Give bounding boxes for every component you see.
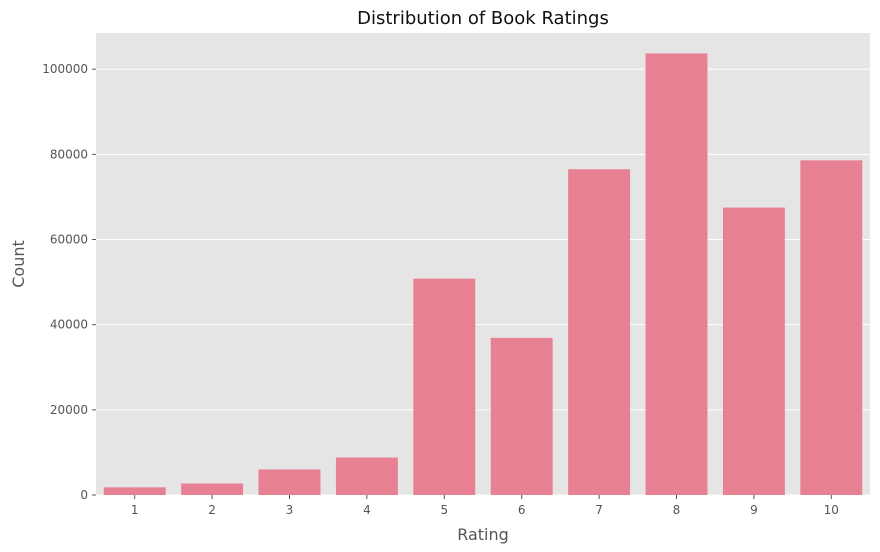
y-tick-label: 60000 bbox=[50, 233, 88, 247]
x-tick-label: 10 bbox=[824, 503, 839, 517]
bars bbox=[103, 53, 863, 496]
bar-rating-9 bbox=[722, 207, 785, 496]
x-tick-label: 3 bbox=[286, 503, 294, 517]
x-tick-label: 4 bbox=[363, 503, 371, 517]
y-tick-label: 80000 bbox=[50, 147, 88, 161]
chart-title: Distribution of Book Ratings bbox=[357, 8, 609, 29]
y-tick-label: 40000 bbox=[50, 318, 88, 332]
x-axis-label: Rating bbox=[457, 525, 509, 544]
bar-rating-6 bbox=[490, 337, 553, 495]
bar-rating-2 bbox=[181, 483, 244, 495]
bar-rating-4 bbox=[335, 457, 398, 495]
y-tick-label: 100000 bbox=[42, 62, 88, 76]
x-tick-label: 7 bbox=[595, 503, 603, 517]
x-tick-label: 6 bbox=[518, 503, 526, 517]
x-axis-ticks: 1 2 3 4 5 6 7 8 9 10 bbox=[131, 495, 839, 517]
y-tick-label: 20000 bbox=[50, 403, 88, 417]
bar-rating-8 bbox=[645, 53, 708, 495]
x-tick-label: 5 bbox=[440, 503, 448, 517]
y-axis-label: Count bbox=[9, 240, 28, 288]
x-tick-label: 8 bbox=[673, 503, 681, 517]
x-tick-label: 2 bbox=[208, 503, 216, 517]
x-tick-label: 9 bbox=[750, 503, 758, 517]
bar-rating-5 bbox=[413, 278, 476, 495]
y-tick-label: 0 bbox=[80, 488, 88, 502]
bar-rating-7 bbox=[568, 169, 631, 496]
bar-rating-3 bbox=[258, 469, 321, 495]
y-axis-ticks: 0 20000 40000 60000 80000 100000 bbox=[42, 62, 96, 502]
bar-rating-10 bbox=[800, 160, 863, 495]
x-tick-label: 1 bbox=[131, 503, 139, 517]
bar-rating-1 bbox=[103, 487, 166, 495]
